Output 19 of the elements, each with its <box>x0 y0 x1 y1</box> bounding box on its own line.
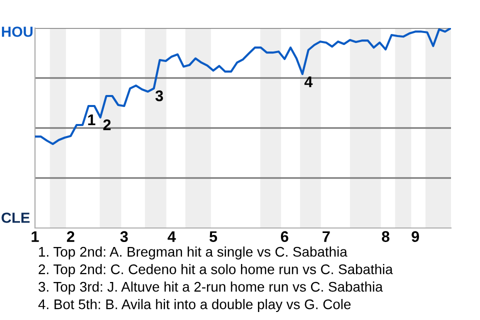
text: 2. Top 2nd: C. Cedeno hit a solo home run vs C. Sabathia <box>38 264 393 277</box>
text: 4. Bot 5th: B. Avila hit into a double play vs G. Cole <box>38 299 351 312</box>
x-tick-label: 2 <box>66 231 74 242</box>
annotation: 1 <box>88 114 96 126</box>
x-tick-label: 3 <box>120 231 128 242</box>
text: CLE <box>2 212 30 223</box>
text: HOU <box>2 26 33 37</box>
annotation: 4 <box>304 76 313 88</box>
x-tick-label: 1 <box>32 231 39 242</box>
x-tick-label: 5 <box>210 231 218 242</box>
x-tick-label: 4 <box>168 231 176 242</box>
text: 3. Top 3rd: J. Altuve hit a 2-run home run vs C. Sabathia <box>38 282 383 294</box>
annotation: 3 <box>155 90 163 102</box>
x-tick-label: 9 <box>412 231 420 242</box>
text: 1. Top 2nd: A. Bregman hit a single vs C. Sabathia <box>39 246 348 260</box>
x-tick-label: 6 <box>280 231 288 242</box>
x-tick-label: 8 <box>382 231 390 242</box>
annotation: 2 <box>103 119 111 130</box>
x-tick-label: 7 <box>322 231 330 242</box>
